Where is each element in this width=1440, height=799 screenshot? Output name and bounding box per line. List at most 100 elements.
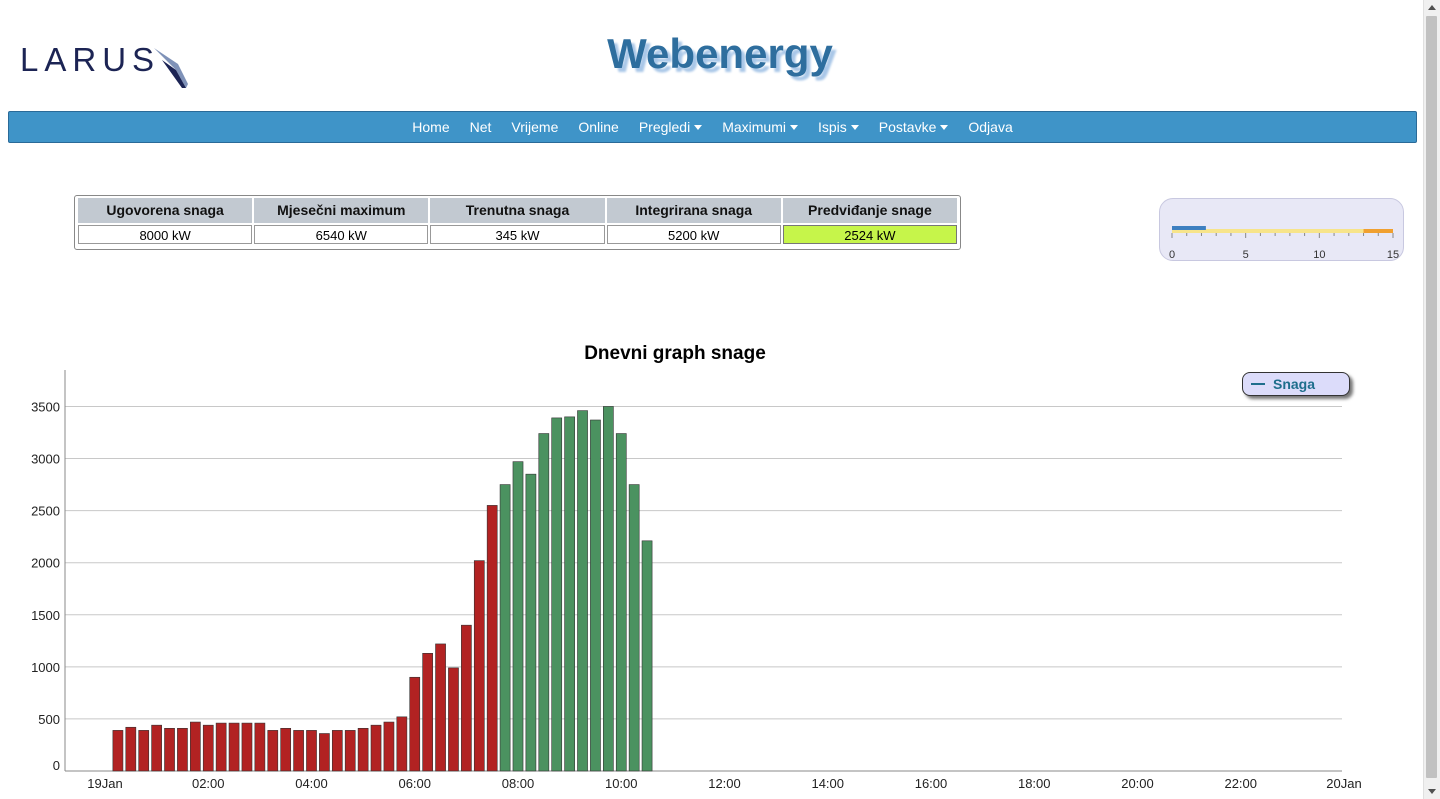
nav-item-postavke[interactable]: Postavke — [869, 119, 959, 135]
chart-bar — [370, 724, 382, 772]
y-tick-label: 500 — [38, 712, 60, 727]
nav-item-pregledi[interactable]: Pregledi — [629, 119, 712, 135]
chart-bar — [177, 727, 188, 772]
nav-item-home[interactable]: Home — [402, 119, 459, 135]
x-tick-label: 14:00 — [811, 776, 844, 791]
gauge-band — [1172, 229, 1393, 233]
chart-bar — [512, 461, 524, 772]
nav-item-net[interactable]: Net — [460, 119, 502, 135]
y-tick-label: 2500 — [31, 504, 60, 519]
chart-bar — [641, 540, 653, 772]
chart-bar — [461, 624, 472, 772]
stat-monthly-maximum: 6540 kW — [254, 225, 429, 244]
chart-bar — [306, 730, 317, 772]
x-tick-label: 18:00 — [1018, 776, 1051, 791]
daily-power-chart: 0 500 1000 1500 2000 2500 3000 3500 19Jan 02:00 04… — [0, 330, 1440, 799]
y-tick-label: 3000 — [31, 452, 60, 467]
scroll-up-icon[interactable] — [1428, 5, 1436, 10]
chart-bar — [551, 417, 563, 772]
power-gauge: 0 5 10 15 — [1159, 198, 1404, 261]
nav-label: Postavke — [878, 119, 937, 135]
chart-bar — [202, 724, 214, 772]
chart-bar — [112, 730, 124, 772]
stats-value-row: 8000 kW 6540 kW 345 kW 5200 kW 2524 kW — [77, 223, 958, 244]
chart-bar — [331, 730, 343, 772]
vertical-scrollbar[interactable] — [1423, 0, 1440, 799]
chart-bar — [615, 433, 627, 772]
y-tick-label: 0 — [53, 758, 60, 773]
x-tick-label: 08:00 — [502, 776, 535, 791]
chart-bar — [383, 721, 395, 772]
chart-bar — [603, 406, 614, 772]
chart-bar — [486, 505, 498, 772]
x-tick-label: 20Jan — [1326, 776, 1361, 791]
caret-down-icon — [789, 124, 798, 130]
chart-bar — [319, 733, 330, 772]
main-navbar: Home Net Vrijeme Online Pregledi Maximum… — [8, 111, 1417, 143]
chart-title: Dnevni graph snage — [584, 343, 766, 364]
chart-bar — [577, 410, 588, 772]
chart-bar — [125, 726, 137, 772]
nav-item-odjava[interactable]: Odjava — [958, 119, 1022, 135]
nav-item-maximumi[interactable]: Maximumi — [712, 119, 808, 135]
chart-bar — [422, 653, 433, 772]
chart-bar — [499, 484, 511, 772]
legend-label: Snaga — [1273, 376, 1316, 392]
caret-down-icon — [940, 124, 949, 130]
y-tick-label: 2000 — [31, 556, 60, 571]
nav-label: Home — [412, 119, 450, 135]
chart-bar — [267, 730, 279, 772]
stats-header: Trenutna snaga — [430, 198, 605, 223]
nav-label: Vrijeme — [511, 119, 559, 135]
x-tick-label: 22:00 — [1224, 776, 1257, 791]
chart-bar — [473, 560, 485, 772]
gauge-tick-label: 15 — [1387, 249, 1399, 261]
chart-bar — [344, 730, 356, 772]
bird-wing-icon — [154, 48, 189, 88]
nav-label: Ispis — [817, 119, 847, 135]
chart-bar — [538, 433, 550, 772]
nav-item-vrijeme[interactable]: Vrijeme — [501, 119, 568, 135]
gauge-svg: 0 5 10 15 — [1169, 226, 1399, 261]
x-tick-label: 19Jan — [87, 776, 122, 791]
scroll-down-icon[interactable] — [1428, 789, 1436, 794]
chart-bar — [590, 419, 601, 772]
chart-bar — [448, 667, 459, 772]
x-tick-label: 12:00 — [708, 776, 741, 791]
chart-bar — [138, 730, 150, 772]
y-tick-label: 3500 — [31, 399, 60, 414]
stat-integrated-power: 5200 kW — [606, 225, 781, 244]
nav-label: Online — [578, 119, 619, 135]
scroll-thumb[interactable] — [1426, 16, 1437, 778]
chart-bar — [525, 473, 537, 772]
chart-bar — [435, 643, 446, 772]
nav-label: Net — [469, 119, 492, 135]
x-tick-label: 04:00 — [295, 776, 328, 791]
chart-bar — [280, 727, 292, 772]
y-tick-label: 1000 — [31, 660, 60, 675]
gauge-warn-band — [1363, 229, 1393, 233]
stats-header: Predviđanje snage — [782, 198, 958, 223]
chart-bar — [228, 722, 240, 772]
chart-bar — [241, 722, 253, 772]
gauge-tick-label: 5 — [1243, 249, 1249, 261]
chart-bar — [396, 716, 408, 772]
x-tick-label: 20:00 — [1121, 776, 1154, 791]
x-tick-label: 02:00 — [192, 776, 225, 791]
gauge-tick-label: 10 — [1313, 249, 1325, 261]
nav-label: Odjava — [968, 119, 1013, 135]
x-tick-label: 06:00 — [398, 776, 431, 791]
nav-item-ispis[interactable]: Ispis — [808, 119, 869, 135]
nav-item-online[interactable]: Online — [568, 119, 628, 135]
nav-label: Pregledi — [638, 119, 691, 135]
gauge-tick-label: 0 — [1169, 249, 1175, 261]
gauge-value-bar — [1172, 226, 1206, 230]
chart-legend[interactable]: Snaga — [1242, 372, 1350, 396]
chart-bar — [215, 722, 227, 772]
chart-bar — [164, 727, 175, 772]
chart-bar — [293, 730, 304, 772]
chart-bar — [254, 722, 266, 772]
chart-bar — [564, 416, 575, 772]
stats-header: Mjesečni maximum — [254, 198, 429, 223]
